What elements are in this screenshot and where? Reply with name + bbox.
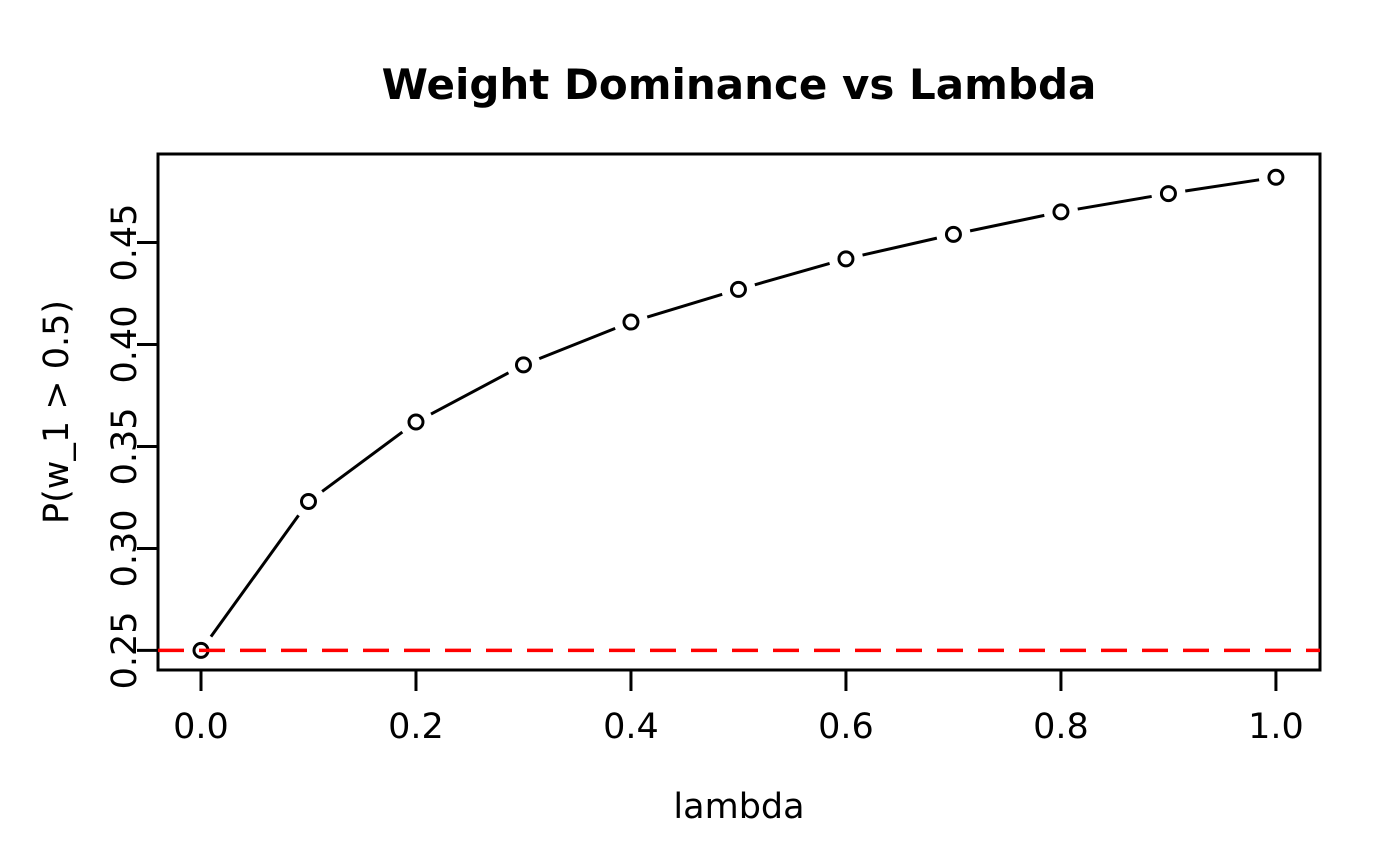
data-point-marker: [1159, 185, 1177, 203]
data-point-marker: [407, 413, 425, 431]
data-point-marker: [514, 356, 532, 374]
series-line-segment: [862, 236, 938, 257]
x-axis-tick-label: 1.0: [1248, 707, 1304, 747]
chart-title: Weight Dominance vs Lambda: [382, 60, 1097, 109]
series-line-segment: [209, 514, 300, 638]
x-axis-tick-label: 0.0: [173, 707, 229, 747]
plot-area: 0.0 0.2 0.4 0.6 0.8 1.0 0.25 0.30 0.35 0.40 0.45: [105, 152, 1322, 747]
x-axis-tick-label: 0.8: [1033, 707, 1089, 747]
x-axis-tick-label: 0.2: [388, 707, 444, 747]
y-axis-tick-label: 0.30: [105, 509, 145, 587]
y-axis-tick-label: 0.40: [105, 306, 145, 384]
plot-box: [156, 152, 1322, 672]
series-line-segment: [969, 213, 1045, 233]
data-point-marker: [837, 250, 855, 268]
data-point-marker: [1052, 203, 1070, 221]
x-axis-tick-label: 0.6: [818, 707, 874, 747]
series-line-segment: [754, 262, 831, 287]
series-line-segment: [430, 371, 510, 416]
x-axis-tick-label: 0.4: [603, 707, 659, 747]
data-point-marker: [1267, 168, 1285, 186]
x-axis-title: lambda: [673, 787, 804, 827]
data-point-marker: [299, 493, 317, 511]
data-point-marker: [944, 225, 962, 243]
series-line-segment: [1077, 194, 1152, 211]
y-axis-tick-label: 0.45: [105, 204, 145, 282]
series-line-segment: [1185, 178, 1260, 193]
series-line-segment: [321, 430, 404, 493]
series-line-segment: [646, 292, 723, 319]
y-axis-tick-label: 0.35: [105, 407, 145, 485]
y-axis-tick-label: 0.25: [105, 611, 145, 689]
data-point-marker: [622, 313, 640, 331]
data-point-marker: [729, 280, 747, 298]
y-axis-title: P(w_1 > 0.5): [37, 300, 77, 524]
series-line-segment: [538, 326, 616, 360]
